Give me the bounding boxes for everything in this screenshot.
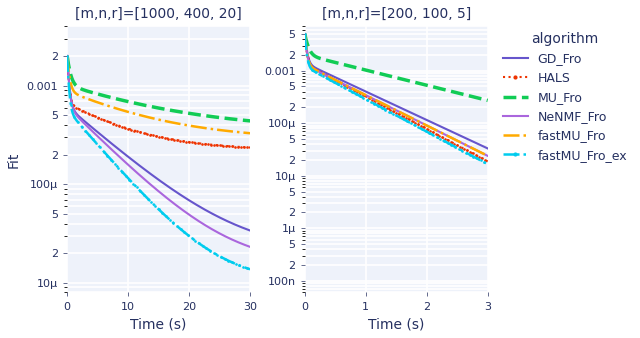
X-axis label: Time (s): Time (s)	[368, 317, 424, 331]
X-axis label: Time (s): Time (s)	[131, 317, 187, 331]
Title: [m,n,r]=[1000, 400, 20]: [m,n,r]=[1000, 400, 20]	[76, 7, 242, 21]
Title: [m,n,r]=[200, 100, 5]: [m,n,r]=[200, 100, 5]	[321, 7, 471, 21]
Legend: GD_Fro, HALS, MU_Fro, NeNMF_Fro, fastMU_Fro, fastMU_Fro_ex: GD_Fro, HALS, MU_Fro, NeNMF_Fro, fastMU_…	[497, 27, 632, 167]
Y-axis label: Fit: Fit	[7, 151, 21, 168]
